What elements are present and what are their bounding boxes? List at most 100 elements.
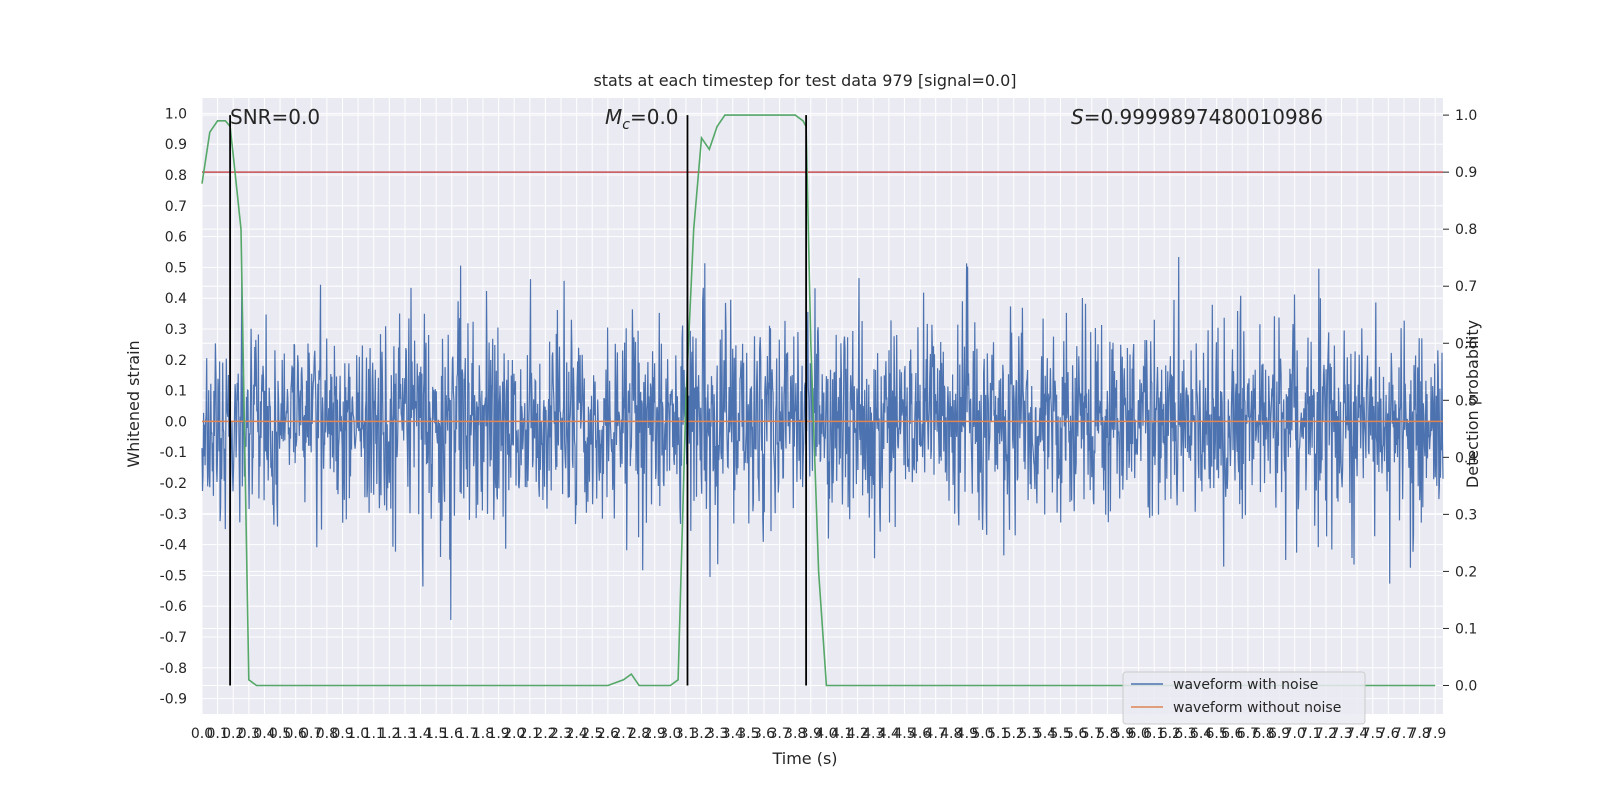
y-tick-label-left: 0.9 <box>165 137 187 153</box>
y-tick-label-left: 1.0 <box>165 106 187 122</box>
chirp-mass-symbol: M <box>605 105 622 129</box>
y-tick-label-left: 0.2 <box>165 353 187 369</box>
y-tick-label-left: 0.0 <box>165 414 187 430</box>
x-tick-label: 3.5 <box>737 726 759 742</box>
x-tick-label: 0.4 <box>253 726 275 742</box>
x-tick-label: 7.7 <box>1393 726 1415 742</box>
x-tick-label: 0.7 <box>300 726 322 742</box>
x-tick-label: 1.0 <box>347 726 369 742</box>
x-tick-label: 4.7 <box>925 726 947 742</box>
x-tick-label: 3.3 <box>706 726 728 742</box>
x-tick-label: 2.7 <box>612 726 634 742</box>
x-tick-label: 3.8 <box>784 726 806 742</box>
x-tick-label: 7.8 <box>1408 726 1430 742</box>
y-tick-label-left: 0.4 <box>165 291 187 307</box>
x-tick-label: 5.3 <box>1018 726 1040 742</box>
y-tick-label-left: 0.1 <box>165 384 187 400</box>
x-tick-label: 6.3 <box>1174 726 1196 742</box>
chart-title: stats at each timestep for test data 979… <box>593 71 1016 90</box>
x-tick-label: 0.9 <box>331 726 353 742</box>
x-tick-label: 5.6 <box>1065 726 1087 742</box>
x-tick-label: 4.8 <box>940 726 962 742</box>
x-tick-label: 7.6 <box>1377 726 1399 742</box>
x-tick-label: 1.6 <box>441 726 463 742</box>
overlay <box>201 114 1443 687</box>
y-tick-label-right: 0.7 <box>1455 279 1477 295</box>
y-axis-label-left: Whitened strain <box>124 340 143 467</box>
noise-series-line <box>201 245 1444 621</box>
x-tick-label: 4.1 <box>831 726 853 742</box>
x-tick-label: 4.2 <box>846 726 868 742</box>
y-tick-label-right: 0.9 <box>1455 165 1477 181</box>
x-tick-label: 2.1 <box>519 726 541 742</box>
legend: waveform with noise waveform without noi… <box>1122 671 1366 725</box>
y-tick-label-left: 0.3 <box>165 322 187 338</box>
chirp-mass-annotation: Mc=0.0 <box>605 105 679 133</box>
x-axis-label: Time (s) <box>771 749 837 768</box>
y-tick-label-left: -0.9 <box>160 692 187 708</box>
x-tick-label: 5.9 <box>1112 726 1134 742</box>
x-tick-label: 0.8 <box>316 726 338 742</box>
x-tick-label: 4.4 <box>878 726 900 742</box>
y-tick-label-left: -0.7 <box>160 630 187 646</box>
snr-annotation: SNR=0.0 <box>230 105 320 129</box>
y-tick-label-left: 0.8 <box>165 168 187 184</box>
x-tick-label: 6.7 <box>1237 726 1259 742</box>
y-tick-label-left: -0.5 <box>160 568 187 584</box>
y-tick-label-left: -0.3 <box>160 507 187 523</box>
x-tick-label: 5.8 <box>1096 726 1118 742</box>
y-tick-label-left: -0.8 <box>160 661 187 677</box>
y-tick-label-left: -0.6 <box>160 599 187 615</box>
y-tick-label-right: 0.5 <box>1455 393 1477 409</box>
legend-label-clean: waveform without noise <box>1173 700 1341 716</box>
x-tick-label: 6.1 <box>1143 726 1165 742</box>
y-tick-label-right: 1.0 <box>1455 108 1477 124</box>
x-tick-label: 3.6 <box>753 726 775 742</box>
x-tick-label: 7.3 <box>1330 726 1352 742</box>
x-tick-label: 2.0 <box>503 726 525 742</box>
x-tick-label: 1.3 <box>394 726 416 742</box>
x-tick-label: 6.2 <box>1159 726 1181 742</box>
x-tick-label: 0.5 <box>269 726 291 742</box>
y-tick-label-left: 0.6 <box>165 230 187 246</box>
chirp-mass-value: =0.0 <box>630 105 679 129</box>
x-tick-label: 6.8 <box>1252 726 1274 742</box>
y-tick-label-left: 0.5 <box>165 260 187 276</box>
x-tick-label: 4.6 <box>909 726 931 742</box>
x-tick-label: 1.2 <box>378 726 400 742</box>
legend-box <box>1122 671 1366 725</box>
y-tick-label-left: -0.4 <box>160 538 187 554</box>
x-tick-label: 1.1 <box>363 726 385 742</box>
x-tick-label: 1.8 <box>472 726 494 742</box>
y-tick-label-right: 0.4 <box>1455 450 1477 466</box>
y-tick-label-right: 0.6 <box>1455 336 1477 352</box>
x-tick-label: 6.0 <box>1127 726 1149 742</box>
x-tick-label: 3.2 <box>690 726 712 742</box>
x-tick-label: 6.9 <box>1268 726 1290 742</box>
chirp-mass-subscript: c <box>622 117 630 133</box>
x-tick-label: 3.7 <box>768 726 790 742</box>
y-tick-label-right: 0.0 <box>1455 678 1477 694</box>
x-tick-label: 4.3 <box>862 726 884 742</box>
score-symbol: S <box>1071 105 1084 129</box>
x-tick-label: 3.1 <box>675 726 697 742</box>
x-tick-label: 5.1 <box>987 726 1009 742</box>
x-tick-label: 2.6 <box>597 726 619 742</box>
x-tick-label: 3.4 <box>722 726 744 742</box>
x-tick-label: 1.5 <box>425 726 447 742</box>
x-tick-label: 5.5 <box>1049 726 1071 742</box>
x-tick-label: 7.2 <box>1315 726 1337 742</box>
x-tick-label: 2.9 <box>644 726 666 742</box>
x-tick-label: 4.0 <box>815 726 837 742</box>
x-tick-label: 2.5 <box>581 726 603 742</box>
x-tick-label: 6.6 <box>1221 726 1243 742</box>
y-tick-label-right: 0.1 <box>1455 621 1477 637</box>
x-tick-label: 7.9 <box>1424 726 1446 742</box>
y-tick-label-right: 0.3 <box>1455 507 1477 523</box>
x-tick-label: 4.5 <box>893 726 915 742</box>
x-tick-label: 7.1 <box>1299 726 1321 742</box>
y-tick-label-right: 0.8 <box>1455 222 1477 238</box>
x-tick-label: 2.3 <box>550 726 572 742</box>
x-tick-label: 5.0 <box>971 726 993 742</box>
